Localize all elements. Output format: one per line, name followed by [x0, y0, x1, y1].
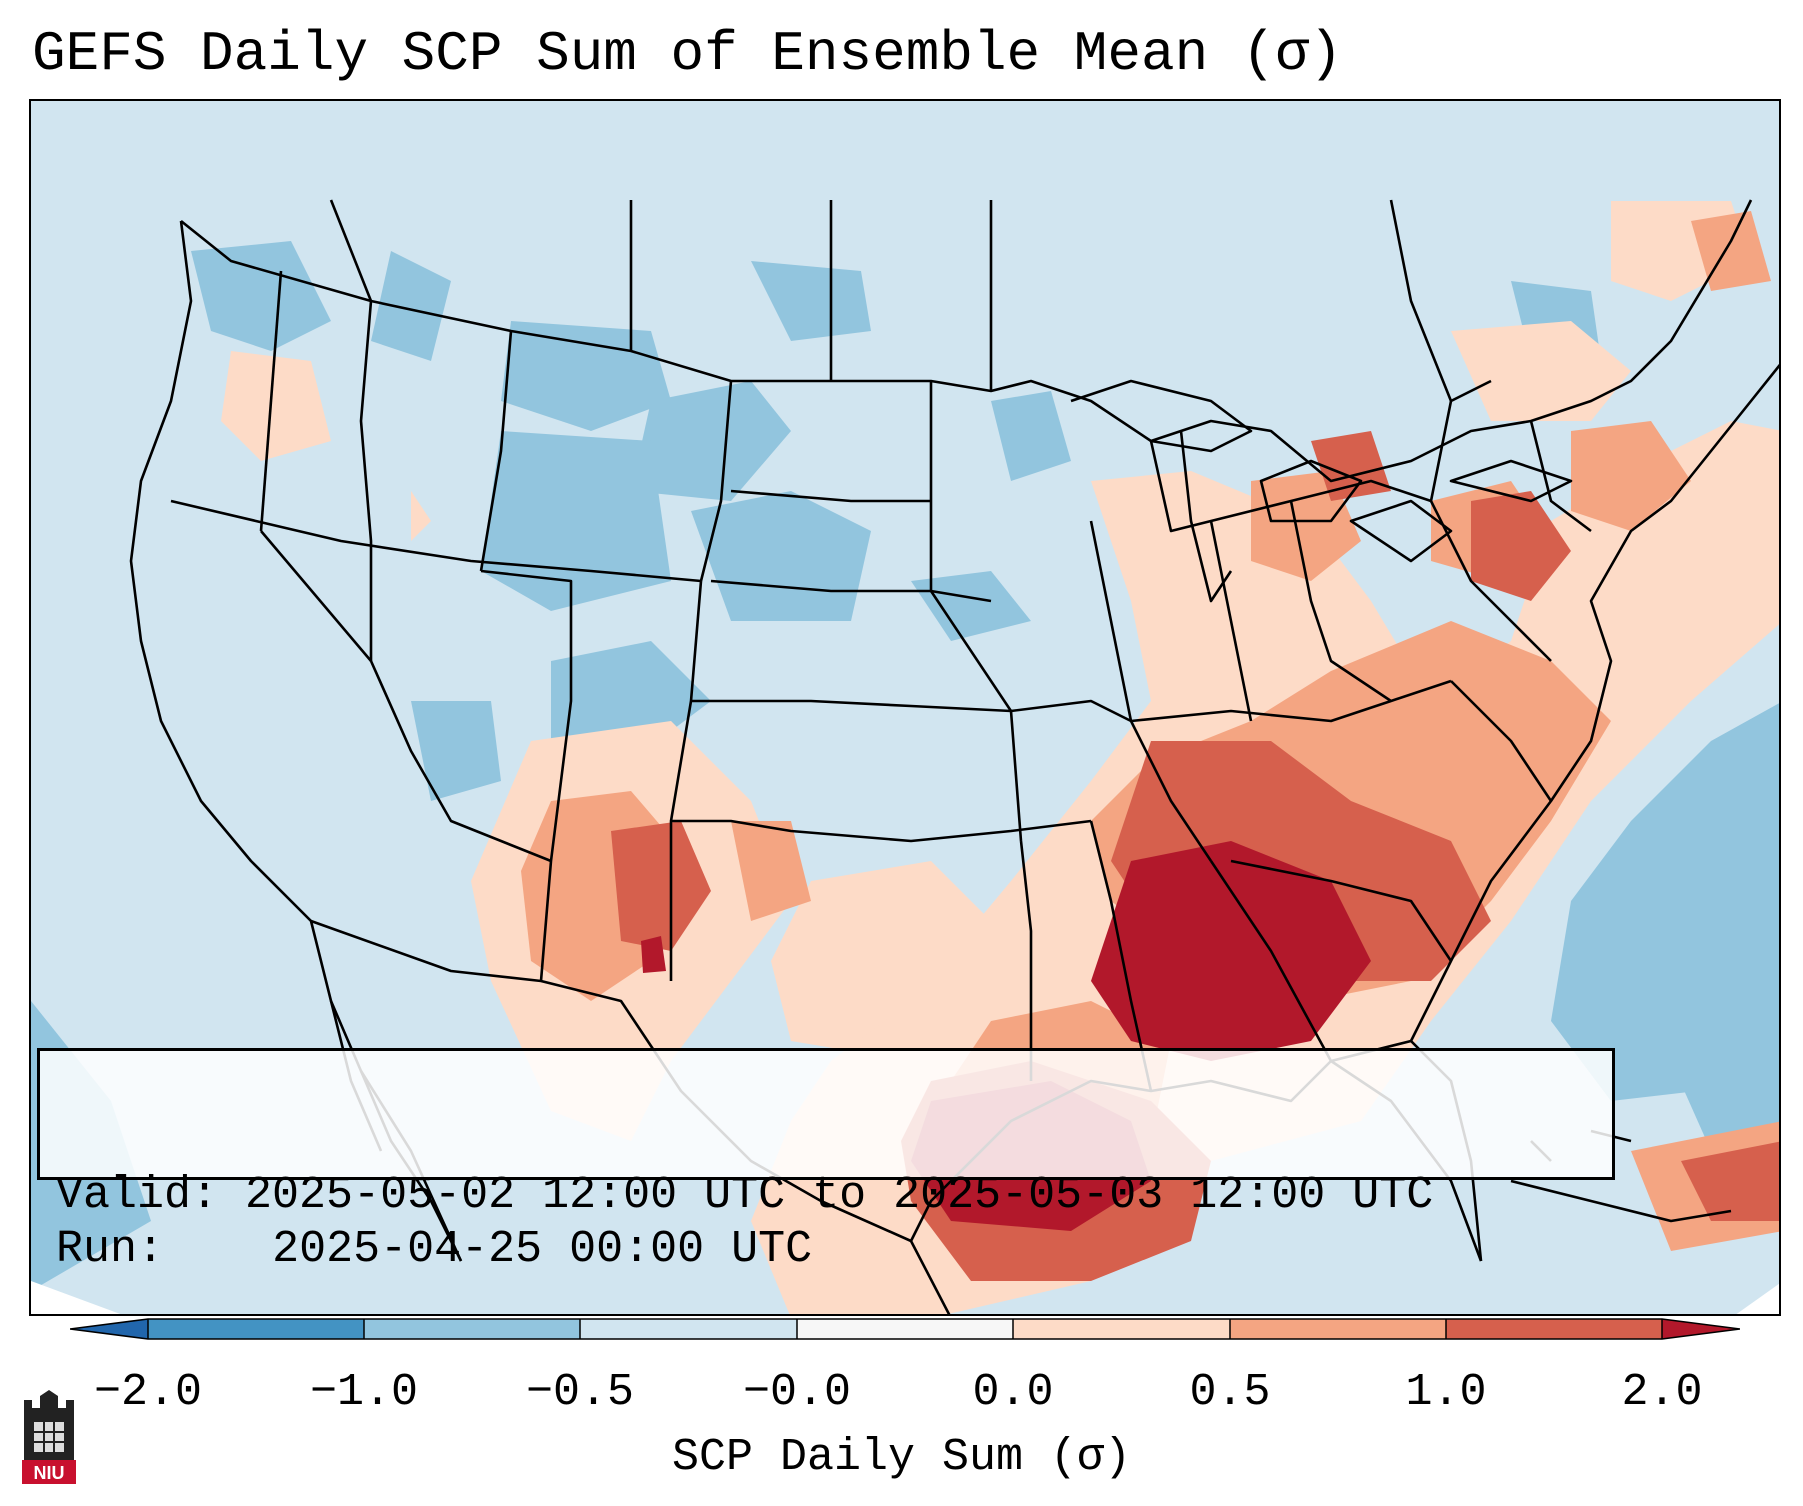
map-title: GEFS Daily SCP Sum of Ensemble Mean (σ): [32, 22, 1343, 86]
run-line: Run: 2025-04-25 00:00 UTC: [56, 1223, 1596, 1277]
colorbar-tick-label: 0.5: [1189, 1367, 1271, 1418]
negative-anomaly-areas: [31, 241, 1779, 1291]
logo-text: NIU: [34, 1463, 65, 1483]
colorbar-tick-label: −2.0: [93, 1367, 203, 1418]
colorbar-under-extension: [70, 1319, 148, 1339]
colorbar: [70, 1318, 1740, 1340]
run-label: Run:: [56, 1224, 165, 1275]
valid-label: Valid:: [56, 1170, 219, 1221]
valid-line: Valid: 2025-05-02 12:00 UTC to 2025-05-0…: [56, 1169, 1596, 1223]
niu-castle-logo-icon: NIU: [22, 1390, 76, 1484]
colorbar-tick-label: −1.0: [309, 1367, 419, 1418]
colorbar-bin-1-2: [1446, 1319, 1662, 1339]
colorbar-bin-0-0: [797, 1319, 1013, 1339]
colorbar-tick-label: 2.0: [1621, 1367, 1703, 1418]
valid-value: 2025-05-02 12:00 UTC to 2025-05-03 12:00…: [245, 1170, 1434, 1221]
colorbar-tick-label: 1.0: [1405, 1367, 1487, 1418]
colorbar-bin-m2-m1: [148, 1319, 364, 1339]
colorbar-tick-label: 0.0: [972, 1367, 1054, 1418]
colorbar-bin-0-05: [1013, 1319, 1230, 1339]
run-value: 2025-04-25 00:00 UTC: [272, 1224, 813, 1275]
colorbar-bin-m1-m05: [364, 1319, 580, 1339]
colorbar-over-extension: [1662, 1319, 1740, 1339]
projection-edge-right: [1736, 1283, 1779, 1314]
valid-run-info-box: Valid: 2025-05-02 12:00 UTC to 2025-05-0…: [37, 1048, 1615, 1275]
colorbar-label: SCP Daily Sum (σ): [671, 1432, 1132, 1483]
colorbar-tick-label: −0.0: [742, 1367, 852, 1418]
colorbar-tick-label: −0.5: [525, 1367, 635, 1418]
colorbar-bin-m05-0: [580, 1319, 797, 1339]
colorbar-bin-05-1: [1230, 1319, 1446, 1339]
